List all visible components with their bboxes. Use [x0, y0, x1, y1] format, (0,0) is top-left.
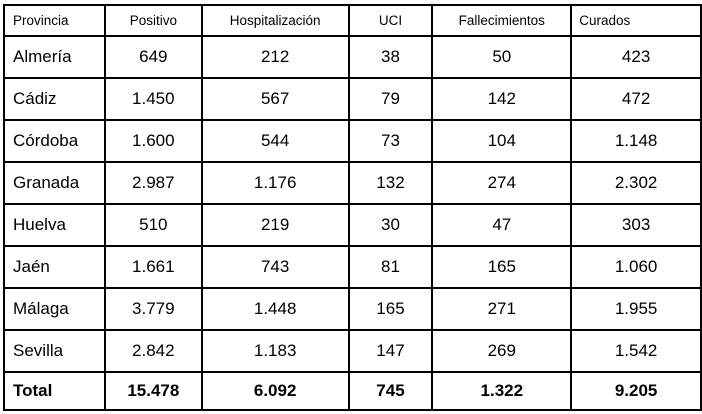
table-row: Almería 649 212 38 50 423 — [3, 35, 702, 79]
value-cell: 745 — [347, 371, 434, 411]
value-cell: 1.955 — [570, 287, 702, 331]
value-cell: 50 — [431, 35, 573, 79]
table-row: Córdoba 1.600 544 73 104 1.148 — [3, 119, 702, 163]
row-label-cell: Córdoba — [3, 119, 106, 163]
header-row: Provincia Positivo Hospitalización UCI Falle… — [3, 4, 702, 37]
table-body: Almería 649 212 38 50 423 Cádiz 1.450 567 79 142 47… — [3, 35, 702, 411]
value-cell: 219 — [200, 203, 350, 247]
value-cell: 81 — [347, 245, 434, 289]
row-label-cell: Málaga — [3, 287, 106, 331]
value-cell: 423 — [570, 35, 702, 79]
row-label-cell: Granada — [3, 161, 106, 205]
value-cell: 104 — [431, 119, 573, 163]
value-cell: 1.322 — [431, 371, 573, 411]
column-header-hospitalizacion: Hospitalización — [200, 4, 350, 37]
provinces-covid-table: Provincia Positivo Hospitalización UCI Falle… — [3, 4, 702, 411]
row-label-cell: Total — [3, 371, 106, 411]
value-cell: 147 — [347, 329, 434, 373]
value-cell: 165 — [347, 287, 434, 331]
row-label-cell: Huelva — [3, 203, 106, 247]
value-cell: 2.302 — [570, 161, 702, 205]
value-cell: 212 — [200, 35, 350, 79]
value-cell: 1.450 — [103, 77, 203, 121]
table-header: Provincia Positivo Hospitalización UCI Falle… — [3, 4, 702, 37]
column-header-uci: UCI — [347, 4, 434, 37]
table-row: Huelva 510 219 30 47 303 — [3, 203, 702, 247]
value-cell: 510 — [103, 203, 203, 247]
value-cell: 165 — [431, 245, 573, 289]
value-cell: 79 — [347, 77, 434, 121]
value-cell: 15.478 — [103, 371, 203, 411]
table-row: Jaén 1.661 743 81 165 1.060 — [3, 245, 702, 289]
value-cell: 743 — [200, 245, 350, 289]
table-row: Málaga 3.779 1.448 165 271 1.955 — [3, 287, 702, 331]
value-cell: 2.987 — [103, 161, 203, 205]
total-row: Total 15.478 6.092 745 1.322 9.205 — [3, 371, 702, 411]
value-cell: 30 — [347, 203, 434, 247]
value-cell: 47 — [431, 203, 573, 247]
value-cell: 6.092 — [200, 371, 350, 411]
column-header-positivo: Positivo — [103, 4, 203, 37]
value-cell: 1.183 — [200, 329, 350, 373]
value-cell: 472 — [570, 77, 702, 121]
row-label-cell: Almería — [3, 35, 106, 79]
value-cell: 38 — [347, 35, 434, 79]
value-cell: 2.842 — [103, 329, 203, 373]
table-row: Granada 2.987 1.176 132 274 2.302 — [3, 161, 702, 205]
value-cell: 567 — [200, 77, 350, 121]
value-cell: 1.060 — [570, 245, 702, 289]
row-label-cell: Cádiz — [3, 77, 106, 121]
value-cell: 1.542 — [570, 329, 702, 373]
value-cell: 544 — [200, 119, 350, 163]
value-cell: 73 — [347, 119, 434, 163]
column-header-curados: Curados — [570, 4, 702, 37]
value-cell: 142 — [431, 77, 573, 121]
value-cell: 1.661 — [103, 245, 203, 289]
value-cell: 1.176 — [200, 161, 350, 205]
column-header-fallecimientos: Fallecimientos — [431, 4, 573, 37]
value-cell: 274 — [431, 161, 573, 205]
column-header-provincia: Provincia — [3, 4, 106, 37]
value-cell: 303 — [570, 203, 702, 247]
value-cell: 649 — [103, 35, 203, 79]
value-cell: 3.779 — [103, 287, 203, 331]
value-cell: 1.448 — [200, 287, 350, 331]
value-cell: 9.205 — [570, 371, 702, 411]
value-cell: 1.600 — [103, 119, 203, 163]
value-cell: 271 — [431, 287, 573, 331]
row-label-cell: Sevilla — [3, 329, 106, 373]
value-cell: 269 — [431, 329, 573, 373]
value-cell: 132 — [347, 161, 434, 205]
table-row: Cádiz 1.450 567 79 142 472 — [3, 77, 702, 121]
table-row: Sevilla 2.842 1.183 147 269 1.542 — [3, 329, 702, 373]
value-cell: 1.148 — [570, 119, 702, 163]
row-label-cell: Jaén — [3, 245, 106, 289]
